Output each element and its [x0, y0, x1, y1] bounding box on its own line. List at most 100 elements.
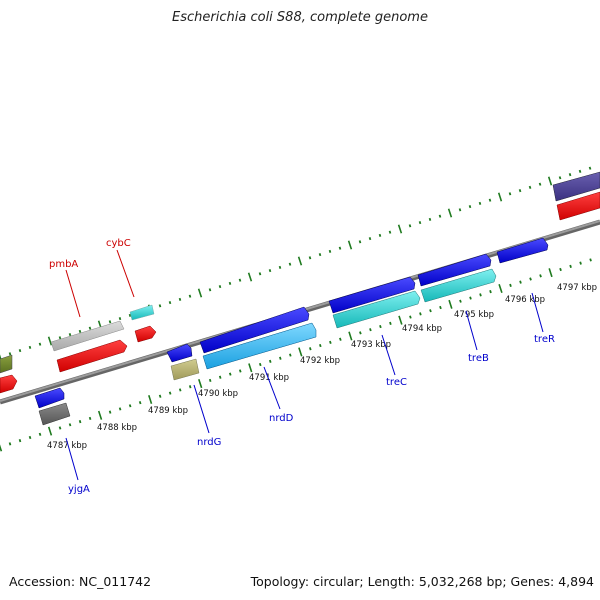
gene-label-nrdD[interactable]: nrdD [269, 413, 294, 424]
gene-red-pmbA[interactable] [56, 339, 128, 373]
inner-ring-major-tick [348, 331, 353, 341]
gene-labels: pmbA cybC yjgA nrdG nrdD treC treB treR [49, 238, 555, 495]
leader-nrdD [263, 366, 281, 410]
outer-ring-minor-tick [308, 256, 312, 260]
gene-red-partial-right[interactable] [556, 191, 600, 221]
inner-ring-minor-tick [519, 280, 522, 284]
kbp-label-4795: 4795 kbp [454, 310, 494, 320]
gene-cybC[interactable] [129, 304, 155, 321]
inner-ring-minor-tick [8, 442, 12, 446]
inner-ring-minor-tick [178, 388, 182, 392]
gene-label-pmbA[interactable]: pmbA [49, 259, 78, 270]
gene-blue-small-2[interactable] [34, 387, 65, 409]
inner-ring-minor-tick [38, 432, 42, 436]
gene-treR[interactable] [496, 237, 549, 264]
inner-ring-minor-tick [218, 375, 222, 379]
gene-nrdG[interactable] [170, 358, 200, 381]
outer-ring-minor-tick [58, 336, 62, 340]
inner-ring-minor-tick [228, 372, 232, 376]
inner-ring-minor-tick [429, 309, 432, 313]
outer-ring-minor-tick [88, 326, 92, 330]
forward-strand-genes [0, 171, 600, 374]
outer-ring-minor-tick [508, 192, 512, 196]
outer-ring-minor-tick [28, 345, 32, 349]
label-leaders [65, 249, 544, 481]
inner-ring-minor-tick [439, 305, 442, 310]
kbp-label-4791: 4791 kbp [249, 373, 289, 383]
outer-ring-major-tick [447, 208, 453, 218]
leader-treR [531, 292, 544, 333]
gene-treC[interactable] [328, 276, 416, 314]
gene-treB[interactable] [417, 253, 492, 287]
inner-ring-major-tick [298, 347, 303, 357]
inner-ring-minor-tick [329, 340, 332, 344]
gene-pmbA[interactable] [50, 320, 125, 352]
gene-label-treR[interactable]: treR [534, 334, 555, 345]
gene-label-yjgA[interactable]: yjgA [68, 484, 90, 495]
gene-treB-cyan[interactable] [420, 268, 497, 303]
kbp-label-4796: 4796 kbp [505, 295, 545, 305]
gene-blue-small-1[interactable] [166, 343, 193, 363]
inner-ring-major-tick [248, 363, 253, 373]
inner-ring-major-tick [198, 379, 203, 389]
gene-label-cybC[interactable]: cybC [106, 238, 131, 249]
gene-nrdD-sky[interactable] [202, 322, 317, 370]
inner-ring-minor-tick [379, 324, 382, 329]
inner-ring-minor-tick [589, 258, 592, 262]
outer-ring-minor-tick [538, 182, 542, 186]
gene-label-treB[interactable]: treB [468, 353, 489, 364]
inner-ring-minor-tick [459, 299, 462, 303]
outer-ring-minor-tick [388, 230, 392, 234]
outer-ring-minor-tick [518, 189, 522, 193]
outer-ring-minor-tick [318, 253, 322, 257]
outer-ring-major-tick [197, 288, 203, 298]
outer-ring-minor-tick [8, 352, 12, 356]
inner-ring-major-tick [97, 410, 103, 420]
gene-treC-cyan[interactable] [332, 290, 421, 329]
outer-ring-major-tick [497, 192, 503, 202]
outer-ring-major-tick [47, 336, 53, 346]
inner-ring-minor-tick [88, 416, 92, 421]
outer-ring-minor-tick [188, 294, 192, 298]
outer-ring-minor-tick [418, 221, 422, 225]
inner-ring-major-tick [448, 299, 453, 309]
outer-ring-minor-tick [338, 246, 342, 250]
outer-ring-minor-tick [208, 288, 212, 292]
kbp-label-4794: 4794 kbp [402, 324, 442, 334]
gene-label-treC[interactable]: treC [386, 377, 407, 388]
outer-ring-minor-tick [488, 198, 492, 202]
gene-label-nrdG[interactable]: nrdG [197, 437, 221, 448]
outer-ring-minor-tick [558, 176, 562, 180]
inner-ring-minor-tick [108, 410, 112, 414]
kbp-label-4787: 4787 kbp [47, 441, 87, 451]
inner-ring-minor-tick [289, 353, 292, 357]
inner-ring-minor-tick [369, 328, 372, 332]
outer-ring-minor-tick [258, 272, 262, 276]
outer-ring-minor-tick [218, 285, 222, 289]
inner-ring-minor-tick [118, 407, 122, 411]
inner-ring-minor-tick [469, 296, 472, 300]
inner-ring-minor-tick [479, 293, 482, 297]
gene-yjgA[interactable] [38, 402, 71, 426]
leader-cybC [116, 249, 135, 298]
leader-yjgA [65, 437, 79, 481]
leader-treC [381, 334, 396, 376]
inner-ring-minor-tick [529, 277, 532, 281]
inner-ring-minor-tick [339, 337, 342, 341]
inner-ring-minor-tick [509, 283, 512, 287]
inner-ring-minor-tick [389, 321, 392, 325]
gene-red-cybC[interactable] [134, 325, 157, 343]
outer-ring-minor-tick [268, 269, 272, 273]
kbp-label-4790: 4790 kbp [198, 389, 238, 399]
outer-ring-minor-tick [568, 173, 572, 177]
gene-red-partial-left[interactable] [0, 374, 18, 394]
gene-purple-partial[interactable] [552, 171, 600, 202]
outer-ring-major-tick [547, 176, 553, 186]
inner-ring-minor-tick [68, 423, 72, 427]
gene-green-partial[interactable] [0, 354, 13, 374]
outer-ring-minor-tick [178, 297, 182, 301]
inner-tick-ring [0, 258, 592, 452]
inner-ring-minor-tick [58, 426, 62, 430]
gene-nrdD[interactable] [199, 306, 310, 354]
genome-summary-text: Topology: circular; Length: 5,032,268 bp… [250, 574, 594, 589]
